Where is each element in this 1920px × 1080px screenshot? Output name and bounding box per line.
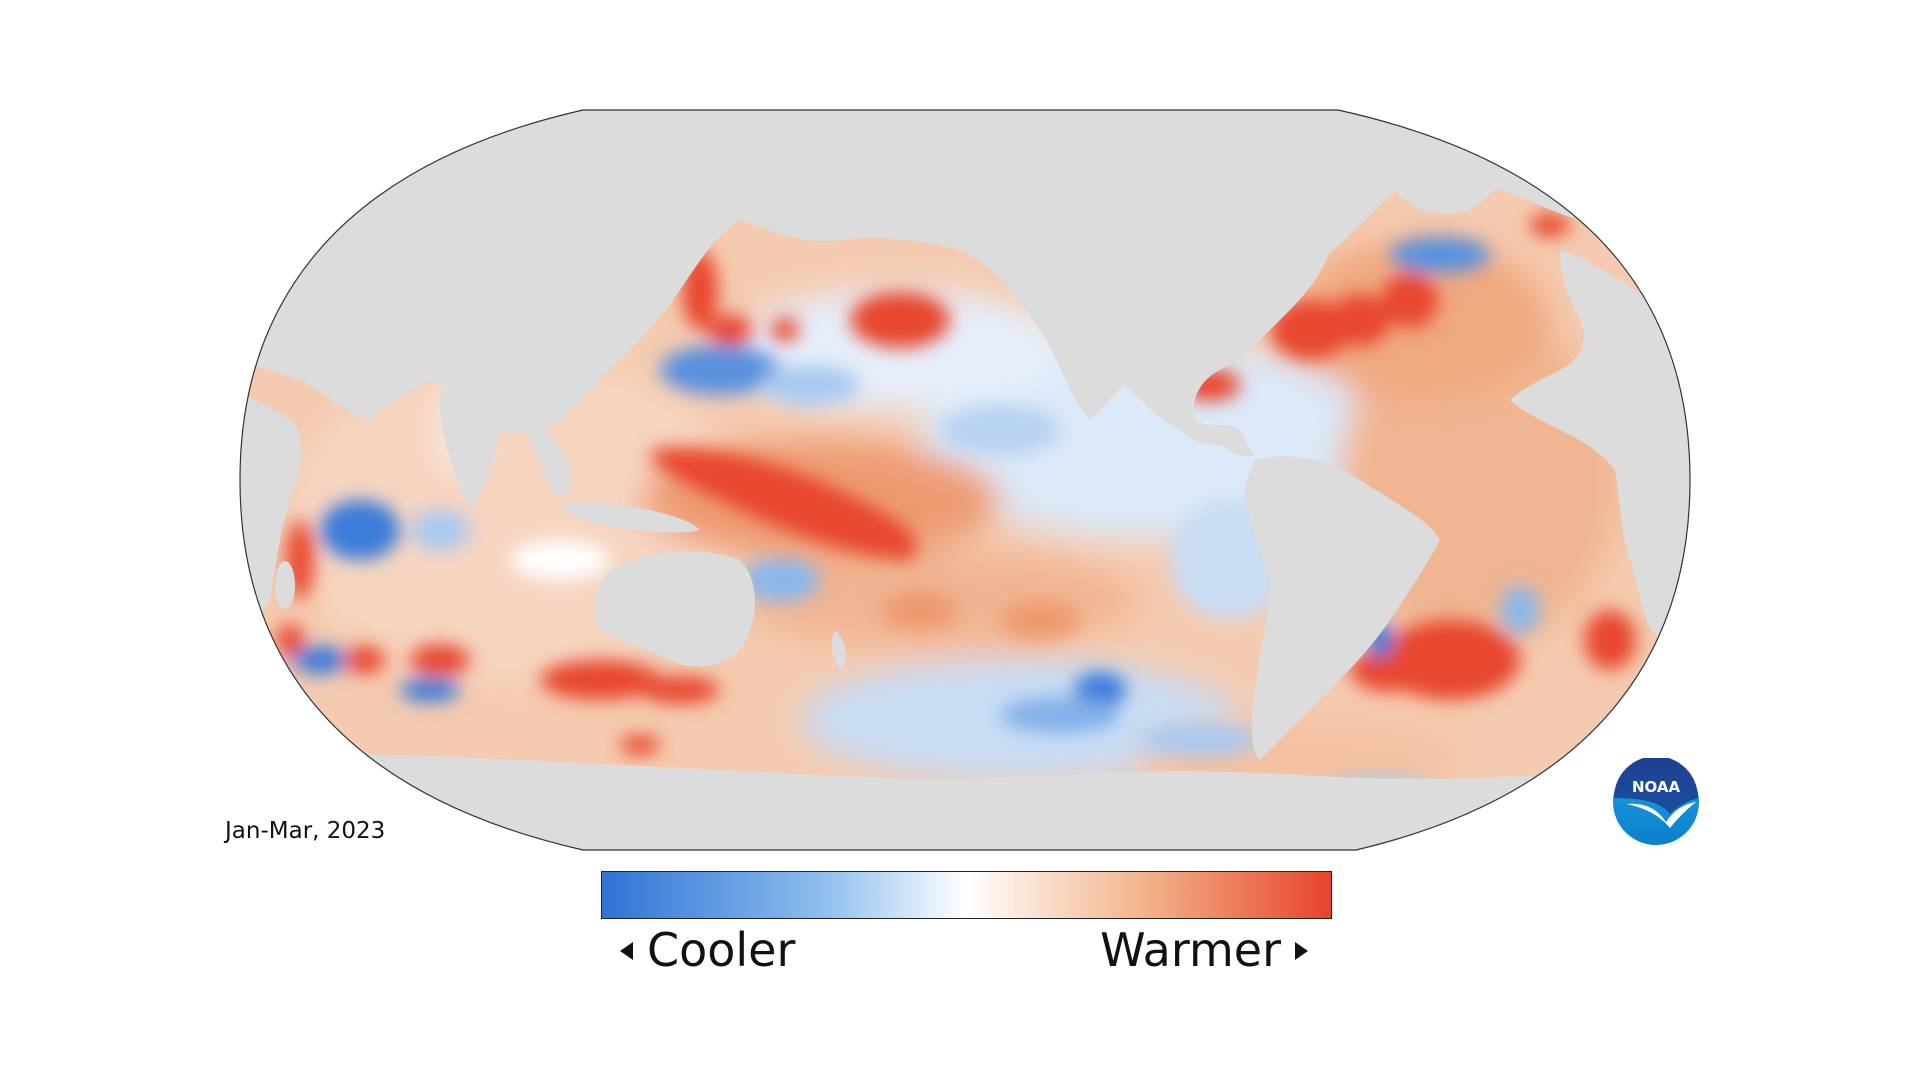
europe-africa: [1510, 250, 1690, 644]
madagascar: [275, 561, 295, 609]
antarctica: [240, 754, 1690, 850]
noaa-logo-text: NOAA: [1632, 778, 1681, 796]
africa-east: [240, 380, 302, 617]
noaa-logo-icon: NOAA: [1613, 758, 1699, 845]
period-label: Jan-Mar, 2023: [225, 818, 386, 844]
legend-color-bar: [601, 871, 1332, 919]
india: [439, 390, 500, 510]
legend-warmer-label: Warmer: [1100, 922, 1308, 978]
arrow-left-icon: [620, 941, 633, 960]
legend-cooler-label: Cooler: [620, 922, 795, 978]
australia: [594, 551, 755, 667]
legend-low-text: Cooler: [647, 923, 796, 977]
north-america: [1040, 184, 1330, 457]
map-globe: [240, 110, 1690, 850]
legend-high-text: Warmer: [1100, 923, 1281, 977]
south-america: [1245, 456, 1440, 760]
arctic-land: [240, 110, 1690, 435]
indonesia: [560, 502, 700, 533]
anomaly-detail: [276, 124, 1636, 804]
new-zealand: [831, 630, 846, 670]
southeast-asia: [520, 410, 572, 497]
map-outline: [239, 109, 1691, 851]
arrow-right-icon: [1295, 941, 1308, 960]
land-masses: [240, 110, 1690, 850]
